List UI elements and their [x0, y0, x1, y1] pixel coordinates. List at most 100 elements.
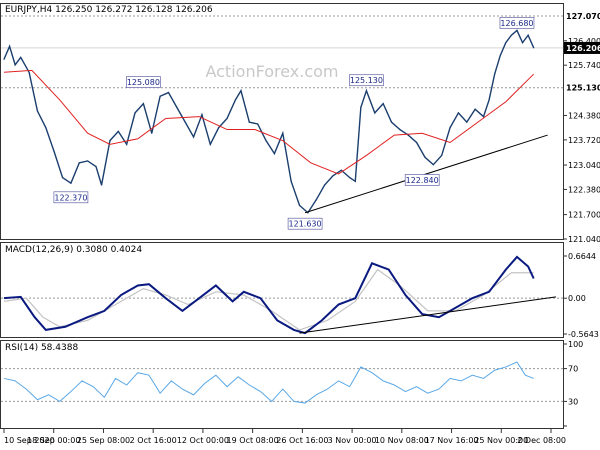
price-point	[424, 156, 426, 158]
price-point	[8, 45, 11, 47]
price-point	[499, 54, 501, 57]
price-y-axis: 127.070126.400125.740125.060124.380123.7…	[563, 10, 600, 244]
current-price-tag-bg	[564, 41, 600, 54]
price-y-tick-label: 121.700	[568, 211, 600, 220]
price-point	[78, 162, 80, 164]
price-point	[298, 204, 301, 206]
annotation-box	[349, 74, 384, 87]
price-point	[134, 112, 136, 114]
macd-y-tick-label: -0.5643	[568, 330, 599, 339]
x-tick-label: 12 Oct 00:00	[177, 436, 229, 445]
price-point	[20, 56, 22, 59]
support-level-tag: 125.130	[566, 84, 600, 93]
price-trend-line	[304, 134, 548, 214]
price-point	[151, 132, 153, 134]
price-point	[332, 175, 334, 177]
moving-average-line	[3, 69, 535, 175]
annotation-label: 122.840	[406, 176, 439, 185]
price-series	[3, 29, 548, 214]
price-y-tick-label: 122.380	[568, 185, 600, 194]
x-tick-label: 26 Oct 16:00	[276, 436, 328, 445]
price-panel-frame	[0, 3, 564, 240]
rsi-panel-frame	[0, 340, 564, 429]
rsi-y-tick-label: 70	[568, 365, 578, 374]
price-point	[184, 121, 186, 123]
price-point	[416, 141, 418, 144]
price-point	[374, 112, 376, 114]
annotation-label: 122.370	[54, 193, 87, 202]
price-point	[240, 90, 242, 92]
annotation-box	[499, 17, 535, 29]
annotation-label: 126.680	[500, 19, 533, 28]
support-level-tag-bg	[564, 81, 600, 94]
macd-trend-line	[299, 296, 557, 334]
price-point	[407, 134, 409, 136]
price-point	[382, 103, 384, 105]
annotation-label: 121.630	[289, 220, 322, 229]
price-point	[324, 184, 326, 186]
price-point	[192, 136, 195, 138]
price-annotations: 122.370 125.080 121.630 125.130 122.840 126.6…	[53, 17, 535, 230]
price-point	[354, 180, 356, 182]
price-point	[248, 121, 250, 123]
price-point	[494, 73, 496, 75]
price-point	[142, 103, 144, 105]
price-point	[466, 121, 468, 123]
price-point	[273, 152, 276, 155]
price-point	[3, 58, 5, 60]
x-tick-label: 19 Oct 08:00	[227, 436, 279, 445]
price-point	[257, 123, 259, 125]
annotation-label: 125.080	[127, 78, 160, 87]
price-point	[505, 42, 507, 44]
macd-panel-title: MACD(12,26,9) 0.3080 0.4024	[5, 245, 142, 255]
price-point	[95, 165, 97, 168]
rsi-y-tick-label: 100	[568, 340, 583, 349]
price-point	[474, 108, 476, 110]
price-point	[70, 182, 72, 184]
x-tick-label: 3 Nov 00:00	[328, 436, 377, 445]
macd-line	[3, 255, 535, 335]
x-tick-label: 2 Dec 08:00	[517, 436, 566, 445]
price-point	[61, 177, 64, 179]
price-y-tick-label: 121.040	[568, 235, 600, 244]
rsi-layer: 100 70 30	[1, 340, 583, 427]
price-point	[290, 180, 292, 182]
x-tick-label: 25 Sep 08:00	[77, 436, 130, 445]
price-point	[449, 127, 451, 129]
price-point	[390, 121, 393, 123]
price-y-tick-label: 123.040	[568, 161, 600, 170]
price-point	[53, 151, 55, 153]
x-tick-label: 17 Nov 16:00	[425, 436, 479, 445]
watermark: ActionForex.com	[205, 62, 338, 81]
price-point	[226, 117, 228, 120]
price-point	[432, 164, 434, 166]
price-point	[349, 177, 351, 179]
price-point	[360, 106, 362, 108]
macd-y-tick-label: 0.6644	[568, 252, 596, 261]
price-point	[176, 106, 178, 108]
price-y-tick-label: 126.400	[568, 37, 600, 46]
price-point	[109, 140, 111, 142]
price-series-line	[3, 29, 535, 214]
price-point	[441, 154, 443, 157]
price-point	[482, 115, 485, 118]
price-y-tick-label: 124.380	[568, 111, 600, 120]
price-point	[117, 130, 119, 132]
price-grid-lines	[1, 15, 563, 89]
price-point	[282, 132, 284, 134]
x-tick-label: 10 Sep 2020	[4, 436, 55, 445]
price-point	[36, 110, 39, 112]
price-point	[234, 99, 236, 101]
price-point	[167, 91, 170, 94]
price-point	[365, 90, 368, 92]
rsi-y-tick-label: 30	[568, 397, 578, 406]
price-point	[28, 71, 30, 73]
price-point	[488, 99, 490, 101]
price-point	[126, 143, 128, 145]
x-tick-label: 10 Nov 08:00	[375, 436, 429, 445]
price-y-tick-label: 125.740	[568, 61, 600, 70]
price-point	[510, 34, 512, 36]
price-point	[533, 47, 535, 49]
price-point	[516, 29, 518, 32]
price-point	[209, 143, 211, 145]
